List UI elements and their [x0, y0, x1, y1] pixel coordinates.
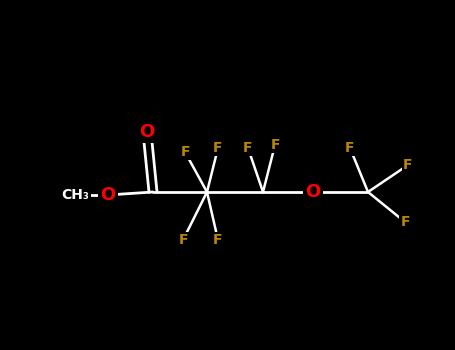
Text: F: F — [178, 233, 188, 247]
Text: F: F — [213, 233, 223, 247]
Text: F: F — [180, 145, 190, 159]
Text: O: O — [305, 183, 321, 201]
Text: F: F — [213, 141, 223, 155]
Text: F: F — [243, 141, 253, 155]
Text: O: O — [101, 186, 116, 204]
Text: F: F — [400, 215, 410, 229]
Text: F: F — [270, 138, 280, 152]
Text: F: F — [345, 141, 355, 155]
Text: O: O — [139, 123, 155, 141]
Text: F: F — [403, 158, 413, 172]
Text: CH₃: CH₃ — [61, 188, 89, 202]
